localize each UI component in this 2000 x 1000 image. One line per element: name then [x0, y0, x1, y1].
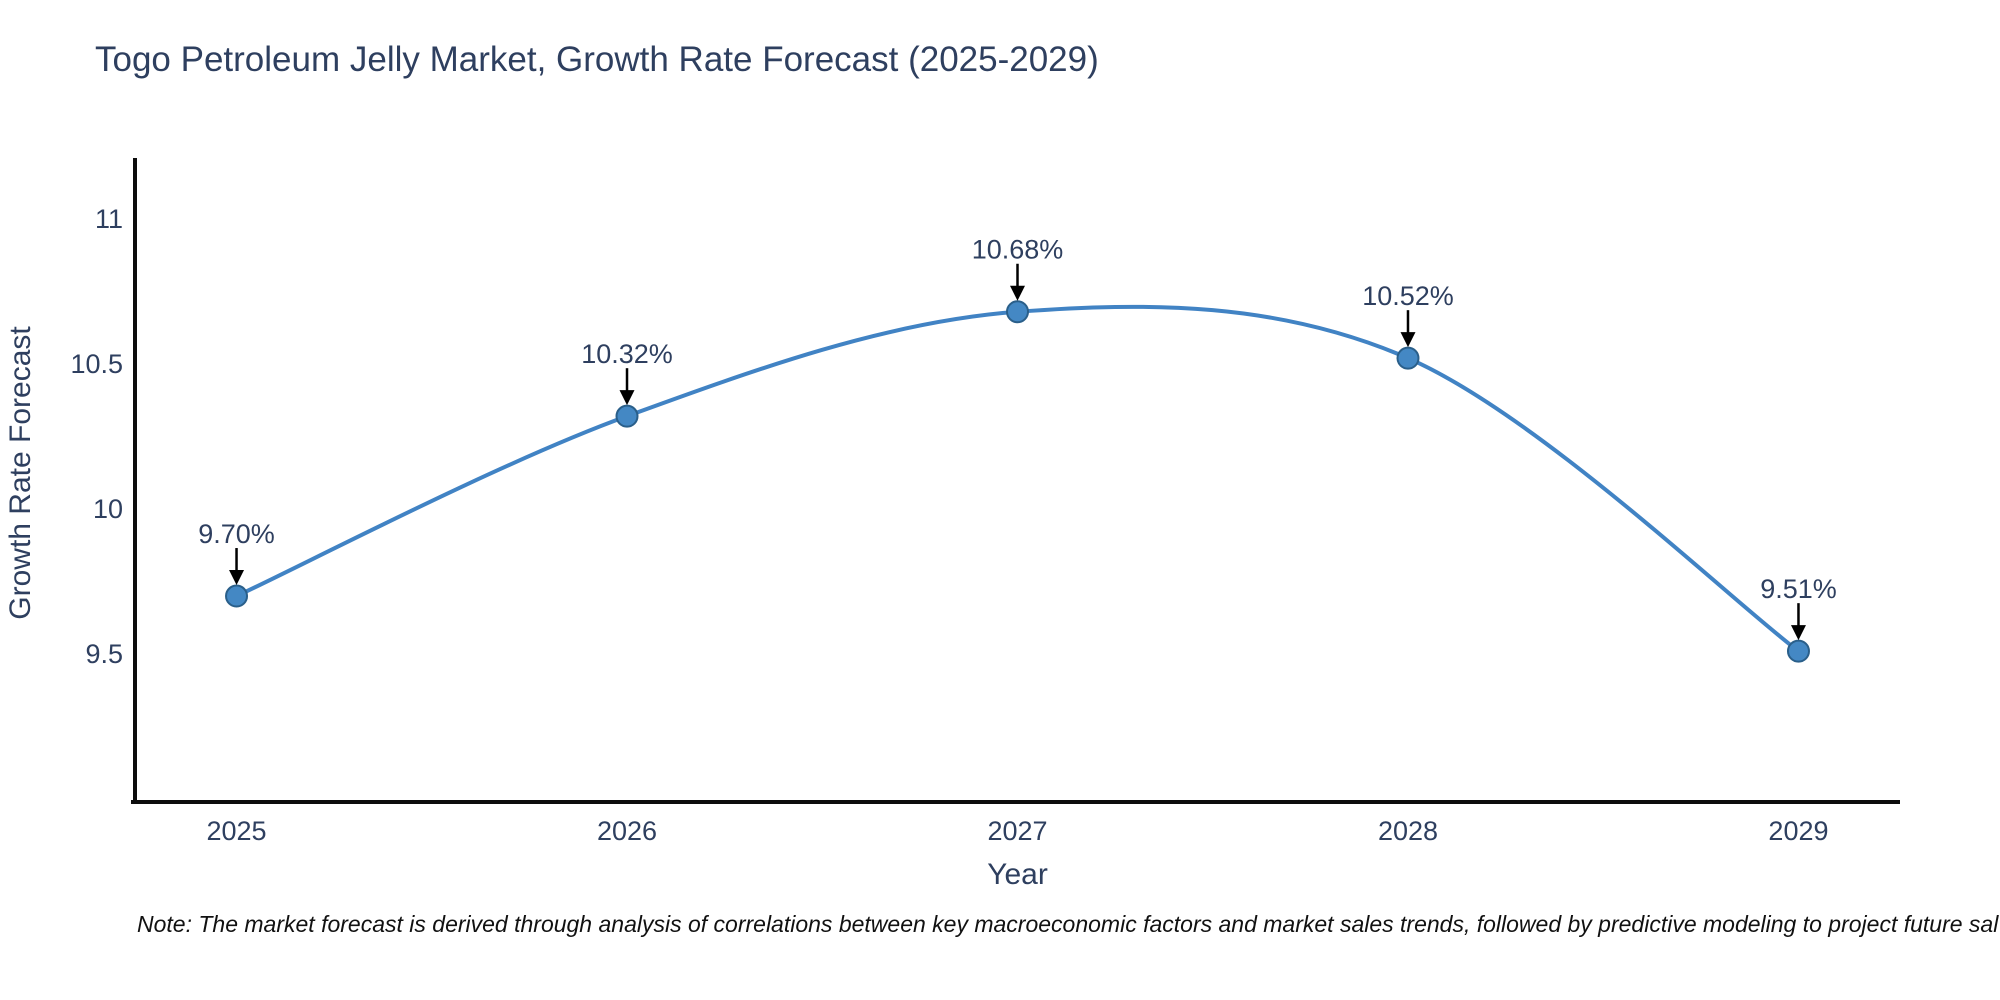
data-point-2027[interactable]: [1006, 300, 1029, 324]
annotation-label: 9.70%: [198, 519, 275, 549]
annotation-label: 10.52%: [1362, 281, 1454, 311]
x-tick-label: 2028: [1378, 816, 1438, 846]
y-tick-label: 9.5: [85, 639, 123, 669]
chart-title: Togo Petroleum Jelly Market, Growth Rate…: [95, 40, 1099, 79]
forecast-line: [234, 304, 1801, 654]
annotation-label: 10.68%: [972, 235, 1064, 265]
annotation-arrowhead: [229, 570, 245, 586]
annotation-arrowhead: [1790, 625, 1806, 641]
annotation-label: 9.51%: [1760, 574, 1837, 604]
x-tick-label: 2025: [206, 816, 266, 846]
x-tick-label: 2026: [597, 816, 657, 846]
footnote: Note: The market forecast is derived thr…: [137, 911, 1999, 937]
y-axis-title: Growth Rate Forecast: [4, 326, 37, 620]
y-tick-label: 10.5: [70, 349, 123, 379]
annotation-arrowhead: [619, 390, 635, 406]
data-point-2029[interactable]: [1786, 639, 1810, 663]
y-tick-label: 10: [93, 494, 123, 524]
x-axis-title: Year: [987, 858, 1048, 891]
data-point-2028[interactable]: [1396, 346, 1420, 370]
x-tick-label: 2027: [987, 816, 1047, 846]
annotation-arrowhead: [1400, 332, 1416, 348]
data-point-2026[interactable]: [615, 404, 639, 428]
x-tick-label: 2029: [1768, 816, 1828, 846]
data-point-2025[interactable]: [225, 584, 249, 608]
annotation-arrowhead: [1010, 285, 1025, 301]
y-tick-label: 11: [95, 204, 123, 234]
annotation-label: 10.32%: [581, 339, 673, 369]
